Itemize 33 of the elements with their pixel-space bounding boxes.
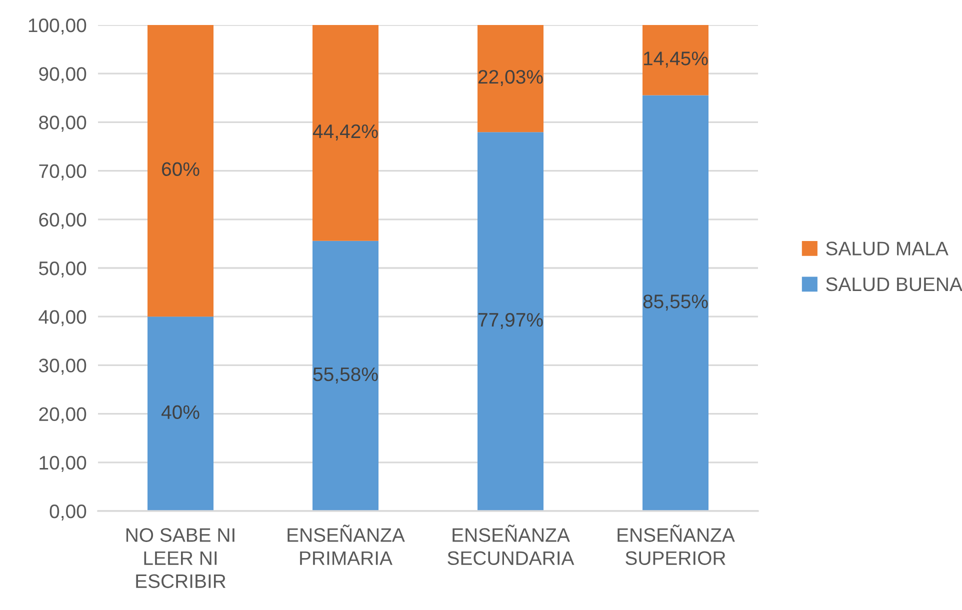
y-tick-label: 100,00	[28, 18, 86, 35]
y-tick-label: 80,00	[39, 116, 86, 132]
y-tick-label: 10,00	[40, 456, 86, 472]
legend-label: SALUD BUENA	[826, 277, 962, 292]
data-label: 77,97%	[478, 312, 543, 330]
data-label: 44,42%	[312, 124, 378, 140]
bar	[642, 25, 708, 96]
data-label: 22,03%	[478, 70, 543, 86]
x-tick-label: ENSEÑANZA SUPERIOR	[618, 524, 735, 566]
x-tick-label: NO SABE NI LEER NI ESCRIBIR	[126, 528, 234, 588]
data-label: 60%	[162, 162, 200, 176]
y-tick-label: 90,00	[39, 67, 86, 84]
legend-label: SALUD MALA	[826, 242, 948, 256]
bar	[478, 25, 544, 132]
y-tick-label: 40,00	[38, 310, 86, 326]
bar	[312, 25, 378, 241]
data-label: 14,45%	[644, 52, 708, 68]
y-tick-label: 30,00	[38, 358, 86, 375]
x-tick-label: ENSEÑANZA PRIMARIA	[288, 524, 405, 565]
bar	[148, 316, 214, 511]
y-tick-label: 60,00	[39, 212, 86, 229]
data-label: 85,55%	[643, 294, 708, 311]
bar	[312, 240, 378, 511]
data-label: 55,58%	[313, 367, 378, 384]
y-tick-label: 20,00	[39, 407, 86, 424]
y-tick-label: 50,00	[39, 261, 86, 278]
y-tick-label: 0,00	[50, 504, 86, 521]
y-tick-label: 70,00	[39, 164, 86, 180]
bar	[478, 132, 544, 511]
bar	[148, 25, 214, 317]
bar	[642, 95, 708, 511]
x-tick-label: ENSEÑANZA SECUNDARIA	[448, 524, 574, 566]
data-label: 40%	[161, 405, 200, 420]
